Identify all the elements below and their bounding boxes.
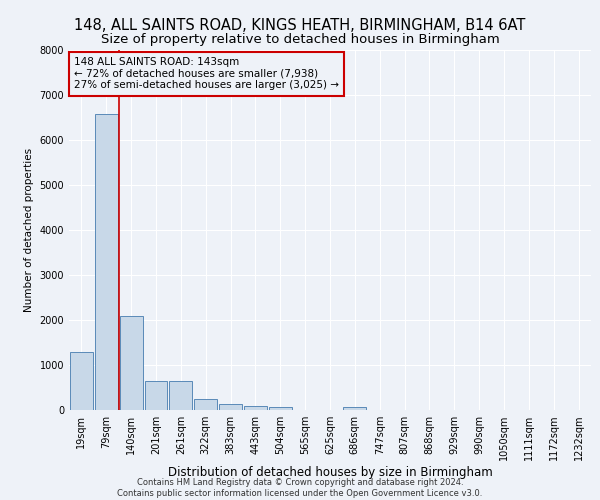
Y-axis label: Number of detached properties: Number of detached properties [24,148,34,312]
Bar [120,316,143,410]
Bar [169,381,192,410]
X-axis label: Distribution of detached houses by size in Birmingham: Distribution of detached houses by size … [167,466,493,479]
Text: 148, ALL SAINTS ROAD, KINGS HEATH, BIRMINGHAM, B14 6AT: 148, ALL SAINTS ROAD, KINGS HEATH, BIRMI… [74,18,526,32]
Text: Size of property relative to detached houses in Birmingham: Size of property relative to detached ho… [101,32,499,46]
Text: Contains HM Land Registry data © Crown copyright and database right 2024.
Contai: Contains HM Land Registry data © Crown c… [118,478,482,498]
Bar [194,398,217,410]
Bar [343,408,366,410]
Bar [145,381,167,410]
Bar [70,352,93,410]
Bar [95,114,118,410]
Bar [244,406,267,410]
Bar [219,404,242,410]
Bar [269,408,292,410]
Text: 148 ALL SAINTS ROAD: 143sqm
← 72% of detached houses are smaller (7,938)
27% of : 148 ALL SAINTS ROAD: 143sqm ← 72% of det… [74,57,339,90]
